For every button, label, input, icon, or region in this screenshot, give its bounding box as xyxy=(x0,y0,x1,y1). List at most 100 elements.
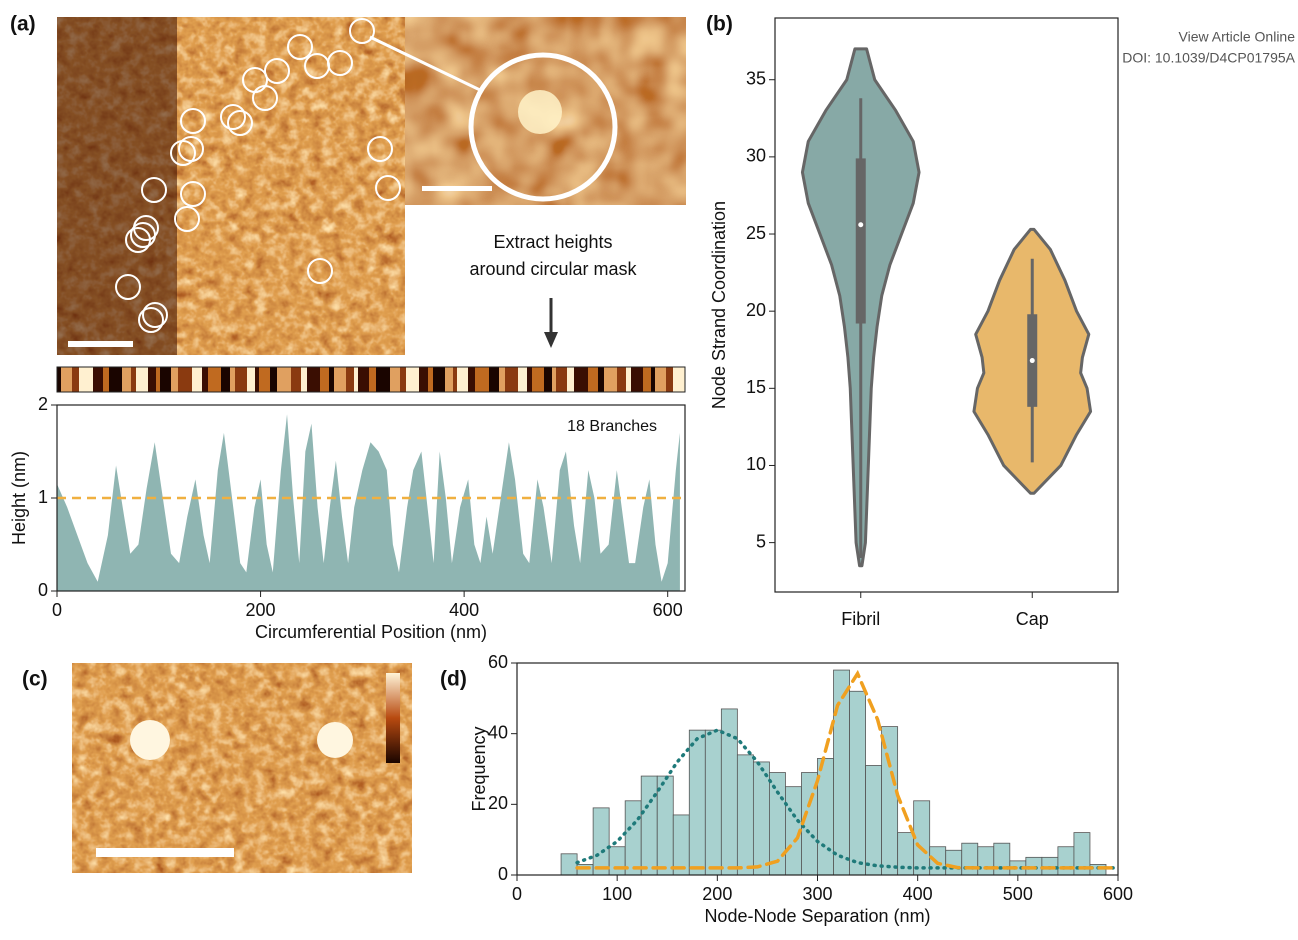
strip-band xyxy=(643,367,651,392)
scale-bar xyxy=(422,186,492,191)
strip-band xyxy=(544,367,552,392)
hist-bar xyxy=(929,846,947,876)
strip-band xyxy=(475,367,489,392)
strip-band xyxy=(93,367,103,392)
y-axis-label: Frequency xyxy=(469,726,489,811)
strip-band xyxy=(369,367,376,392)
strip-band xyxy=(631,367,643,392)
strip-band xyxy=(489,367,499,392)
strip-band xyxy=(255,367,259,392)
strip-band xyxy=(588,367,598,392)
node-ring xyxy=(375,175,401,201)
strip-band xyxy=(208,367,221,392)
node-ring xyxy=(220,104,246,130)
strip-band xyxy=(468,367,475,392)
color-bar xyxy=(386,673,400,763)
x-tick-label: 100 xyxy=(602,884,632,904)
strip-band xyxy=(518,367,527,392)
zoom-connector xyxy=(369,35,481,92)
article-link[interactable]: View Article Online xyxy=(1179,29,1296,45)
node-ring xyxy=(180,108,206,134)
fit-curve xyxy=(575,669,1120,870)
doi: DOI: 10.1039/D4CP01795A xyxy=(1122,50,1295,66)
hist-bar xyxy=(961,842,979,876)
strip-band xyxy=(247,367,255,392)
strip-frame xyxy=(56,366,686,393)
strip-band xyxy=(532,367,544,392)
hist-bar xyxy=(560,853,578,876)
node-ring xyxy=(178,136,204,162)
strip-band xyxy=(354,367,358,392)
hist-bar xyxy=(1041,856,1059,876)
node-ring xyxy=(141,177,167,203)
hist-bar xyxy=(977,846,995,876)
strip-band xyxy=(61,367,72,392)
strip-band xyxy=(651,367,655,392)
x-tick-label: 400 xyxy=(449,600,479,620)
strip-band xyxy=(334,367,346,392)
plot-frame xyxy=(516,662,1119,876)
strip-band xyxy=(445,367,453,392)
hist-bar xyxy=(576,864,594,876)
strip-band xyxy=(527,367,532,392)
strip-band xyxy=(270,367,277,392)
strip-band xyxy=(72,367,79,392)
scale-bar xyxy=(96,848,234,857)
hist-bar xyxy=(945,849,963,876)
y-tick-label: 25 xyxy=(746,223,766,243)
y-tick-label: 30 xyxy=(746,146,766,166)
node-ring xyxy=(307,258,333,284)
strip-band xyxy=(307,367,320,392)
median xyxy=(858,222,864,228)
strip-band xyxy=(457,367,468,392)
hist-bar xyxy=(608,846,626,876)
iqr-box xyxy=(855,158,866,324)
y-tick-label: 1 xyxy=(38,487,48,507)
hist-bar xyxy=(1089,864,1107,876)
node-ring xyxy=(227,110,253,136)
hist-bar xyxy=(752,761,770,876)
strip-band xyxy=(148,367,156,392)
x-tick-label: 200 xyxy=(246,600,276,620)
y-axis-label: Height (nm) xyxy=(9,451,29,545)
strip-band xyxy=(428,367,433,392)
panel-label: (a) xyxy=(10,13,36,36)
strip-band xyxy=(419,367,428,392)
strip-band xyxy=(666,367,673,392)
panel-label: (b) xyxy=(706,13,733,36)
node-ring xyxy=(180,181,206,207)
strip-band xyxy=(556,367,567,392)
hist-bar xyxy=(736,754,754,876)
y-tick-label: 60 xyxy=(488,652,508,672)
y-tick-label: 20 xyxy=(746,300,766,320)
strip-band xyxy=(221,367,230,392)
hist-bar xyxy=(688,729,706,876)
x-tick-label: 600 xyxy=(653,600,683,620)
strip-band xyxy=(136,367,148,392)
y-tick-label: 10 xyxy=(746,454,766,474)
hist-bar xyxy=(592,807,610,876)
afm-background xyxy=(57,17,177,355)
strip-band xyxy=(598,367,604,392)
strip-band xyxy=(346,367,354,392)
strip-band xyxy=(202,367,208,392)
strip-band xyxy=(453,367,457,392)
strip-band xyxy=(122,367,131,392)
hist-bar xyxy=(849,690,866,876)
strip-band xyxy=(230,367,235,392)
strip-band xyxy=(178,367,192,392)
plot-frame xyxy=(56,404,686,592)
node-blob xyxy=(317,722,353,758)
arrow-head xyxy=(544,332,558,348)
y-tick-label: 5 xyxy=(756,531,766,551)
node-ring xyxy=(174,206,200,232)
x-tick-label: Fibril xyxy=(841,609,880,629)
node-ring xyxy=(349,18,375,44)
scale-bar xyxy=(68,341,133,347)
height-area xyxy=(57,414,680,591)
strip-band xyxy=(499,367,505,392)
strip-band xyxy=(277,367,291,392)
strip-band xyxy=(259,367,270,392)
